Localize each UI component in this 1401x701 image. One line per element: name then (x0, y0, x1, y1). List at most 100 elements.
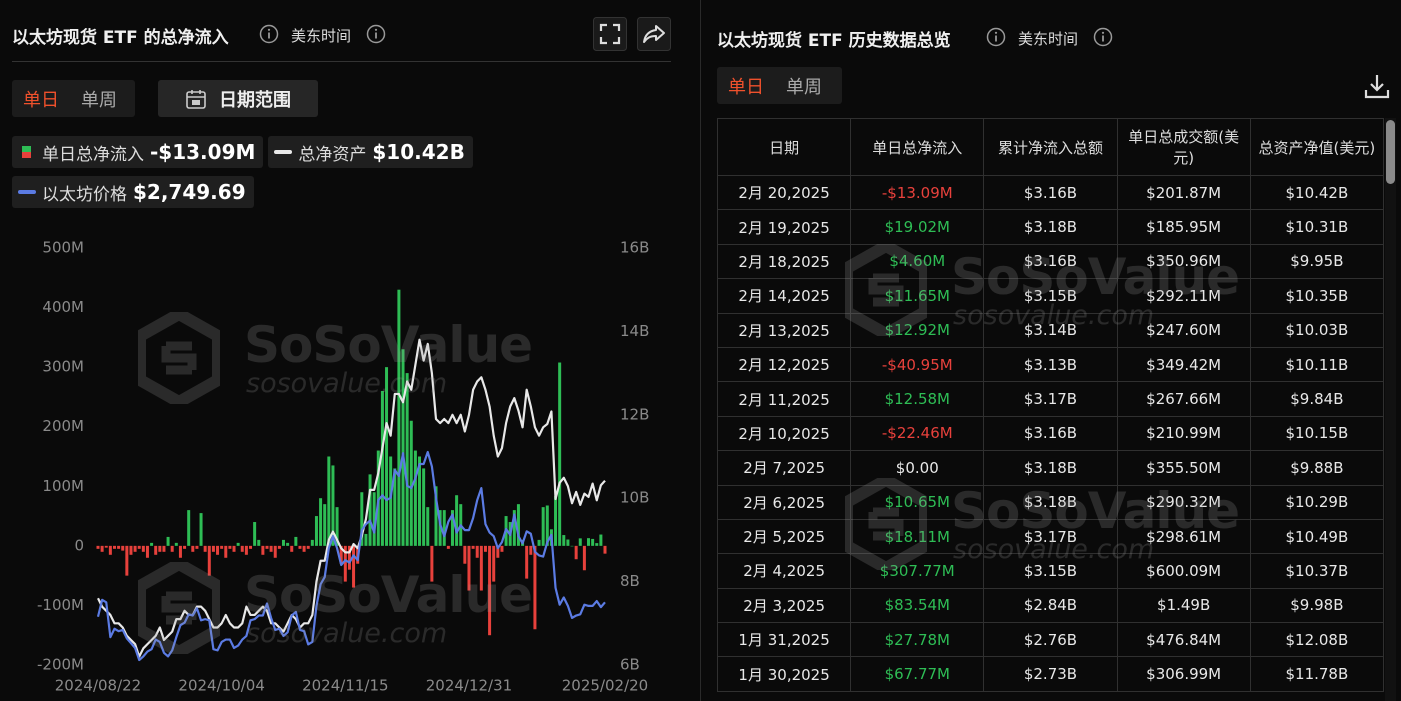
share-button[interactable] (637, 17, 671, 51)
table-row: 1月 30,2025 $67.77M $2.73B $306.99M $11.78B (716, 656, 1385, 692)
bar (228, 545, 232, 549)
legend-icon (274, 150, 293, 154)
bar (574, 545, 578, 560)
table-cell: $12.92M (850, 312, 985, 348)
x-tick-label: 2024/12/31 (426, 677, 512, 695)
table-cell: $11.65M (850, 278, 985, 314)
bar (150, 542, 154, 546)
table-row: 2月 7,2025 $0.00 $3.18B $355.50M $9.88B (716, 450, 1385, 486)
download-button[interactable] (1363, 72, 1391, 100)
y-tick-label: 0 (74, 536, 84, 554)
tab[interactable]: 单周 (81, 89, 117, 111)
table-cell: $3.17B (983, 518, 1118, 555)
table-cell: $67.77M (850, 656, 985, 692)
table-cell: $27.78M (850, 622, 985, 658)
scrollbar-thumb[interactable] (1386, 120, 1395, 184)
bar (500, 545, 504, 552)
bar (529, 545, 533, 555)
table-cell: $3.18B (983, 484, 1118, 520)
line (97, 338, 606, 658)
timezone: 美东时间 (291, 27, 352, 45)
bar (249, 545, 253, 549)
table-row: 2月 3,2025 $83.54M $2.84B $1.49B $9.98B (716, 587, 1385, 624)
bar (137, 545, 141, 549)
scrollbar[interactable] (1385, 118, 1396, 701)
table-row: 2月 19,2025 $19.02M $3.18B $185.95M $10.31B (716, 209, 1385, 245)
table-cell: $3.15B (983, 553, 1118, 589)
info-icon[interactable] (986, 27, 1006, 47)
x-tick-label: 2024/10/04 (178, 677, 264, 695)
tab[interactable]: 单日 (23, 89, 59, 111)
table-cell: -$13.09M (850, 174, 985, 211)
bar (533, 545, 537, 630)
bar (261, 545, 265, 555)
legend-name: 单日总净流入 (42, 144, 144, 165)
bar (257, 539, 261, 546)
bar (224, 545, 228, 558)
bar (405, 373, 409, 546)
bar (352, 545, 356, 588)
header-row: 日期 单日总净流入 累计净流入总额 单日总成交额(美元) 总资产净值(美元) (716, 118, 1385, 176)
line (96, 450, 606, 662)
table-cell: $10.31B (1249, 209, 1385, 245)
info-icon[interactable] (366, 24, 386, 44)
table-cell: $12.08B (1249, 622, 1385, 658)
bar (525, 545, 529, 579)
table-row: 2月 11,2025 $12.58M $3.17B $267.66M $9.84B (716, 381, 1385, 417)
table-cell: $3.18B (983, 450, 1118, 486)
table-cell: $9.95B (1249, 243, 1385, 280)
legend-swatch (22, 146, 31, 152)
bar (335, 507, 339, 546)
info-icon[interactable] (259, 24, 279, 44)
table-cell: $12.58M (850, 381, 985, 417)
table-cell: $10.49B (1249, 518, 1385, 555)
y-tick-label: -200M (37, 656, 84, 674)
bar (331, 465, 335, 546)
table-cell: $3.17B (983, 381, 1118, 417)
bar (220, 545, 224, 549)
table-cell: 2月 10,2025 (716, 415, 852, 452)
legend-value: $10.42B (372, 140, 465, 164)
bar (516, 504, 520, 546)
y-tick-label: -100M (37, 596, 84, 614)
bar (537, 539, 541, 546)
x-tick-label: 2024/11/15 (302, 677, 388, 695)
bar (166, 536, 170, 546)
legend-value: $2,749.69 (133, 180, 246, 204)
table-cell: 1月 31,2025 (716, 622, 852, 658)
chart: -200M -100M 0 100M 200M 300M 400M 500M 6B 8B 10B 12… (37, 239, 649, 695)
table-cell: $267.66M (1116, 381, 1251, 417)
bar (434, 486, 438, 546)
bar (488, 545, 492, 636)
table-cell: $9.98B (1249, 587, 1385, 624)
bar (174, 542, 178, 546)
table-cell: $10.29B (1249, 484, 1385, 520)
expand-button[interactable] (593, 17, 627, 51)
info-icon[interactable] (1093, 27, 1113, 47)
bar (314, 516, 318, 546)
bar (562, 535, 566, 546)
bar (339, 545, 343, 564)
bar (294, 536, 298, 546)
table-cell: $3.16B (983, 415, 1118, 452)
table-cell: $600.09M (1116, 553, 1251, 589)
bar (273, 545, 277, 558)
bar (426, 507, 430, 546)
bar (455, 495, 459, 546)
bar (298, 545, 302, 549)
table-cell: 2月 7,2025 (716, 450, 852, 486)
table-cell: $10.42B (1249, 174, 1385, 211)
bar (211, 545, 215, 552)
column-header: 累计净流入总额 (983, 118, 1118, 176)
bar (129, 545, 133, 555)
bar (281, 539, 285, 546)
bar (96, 545, 100, 549)
legend-value: -$13.09M (150, 140, 256, 164)
table-cell: 2月 19,2025 (716, 209, 852, 245)
table-row: 2月 4,2025 $307.77M $3.15B $600.09M $10.37B (716, 553, 1385, 589)
tab[interactable]: 单日 (728, 76, 764, 98)
legend-name: 以太坊价格 (42, 184, 127, 205)
date-range-button[interactable]: 日期范围 (158, 80, 318, 117)
bar (133, 545, 137, 552)
tab[interactable]: 单周 (786, 76, 822, 98)
